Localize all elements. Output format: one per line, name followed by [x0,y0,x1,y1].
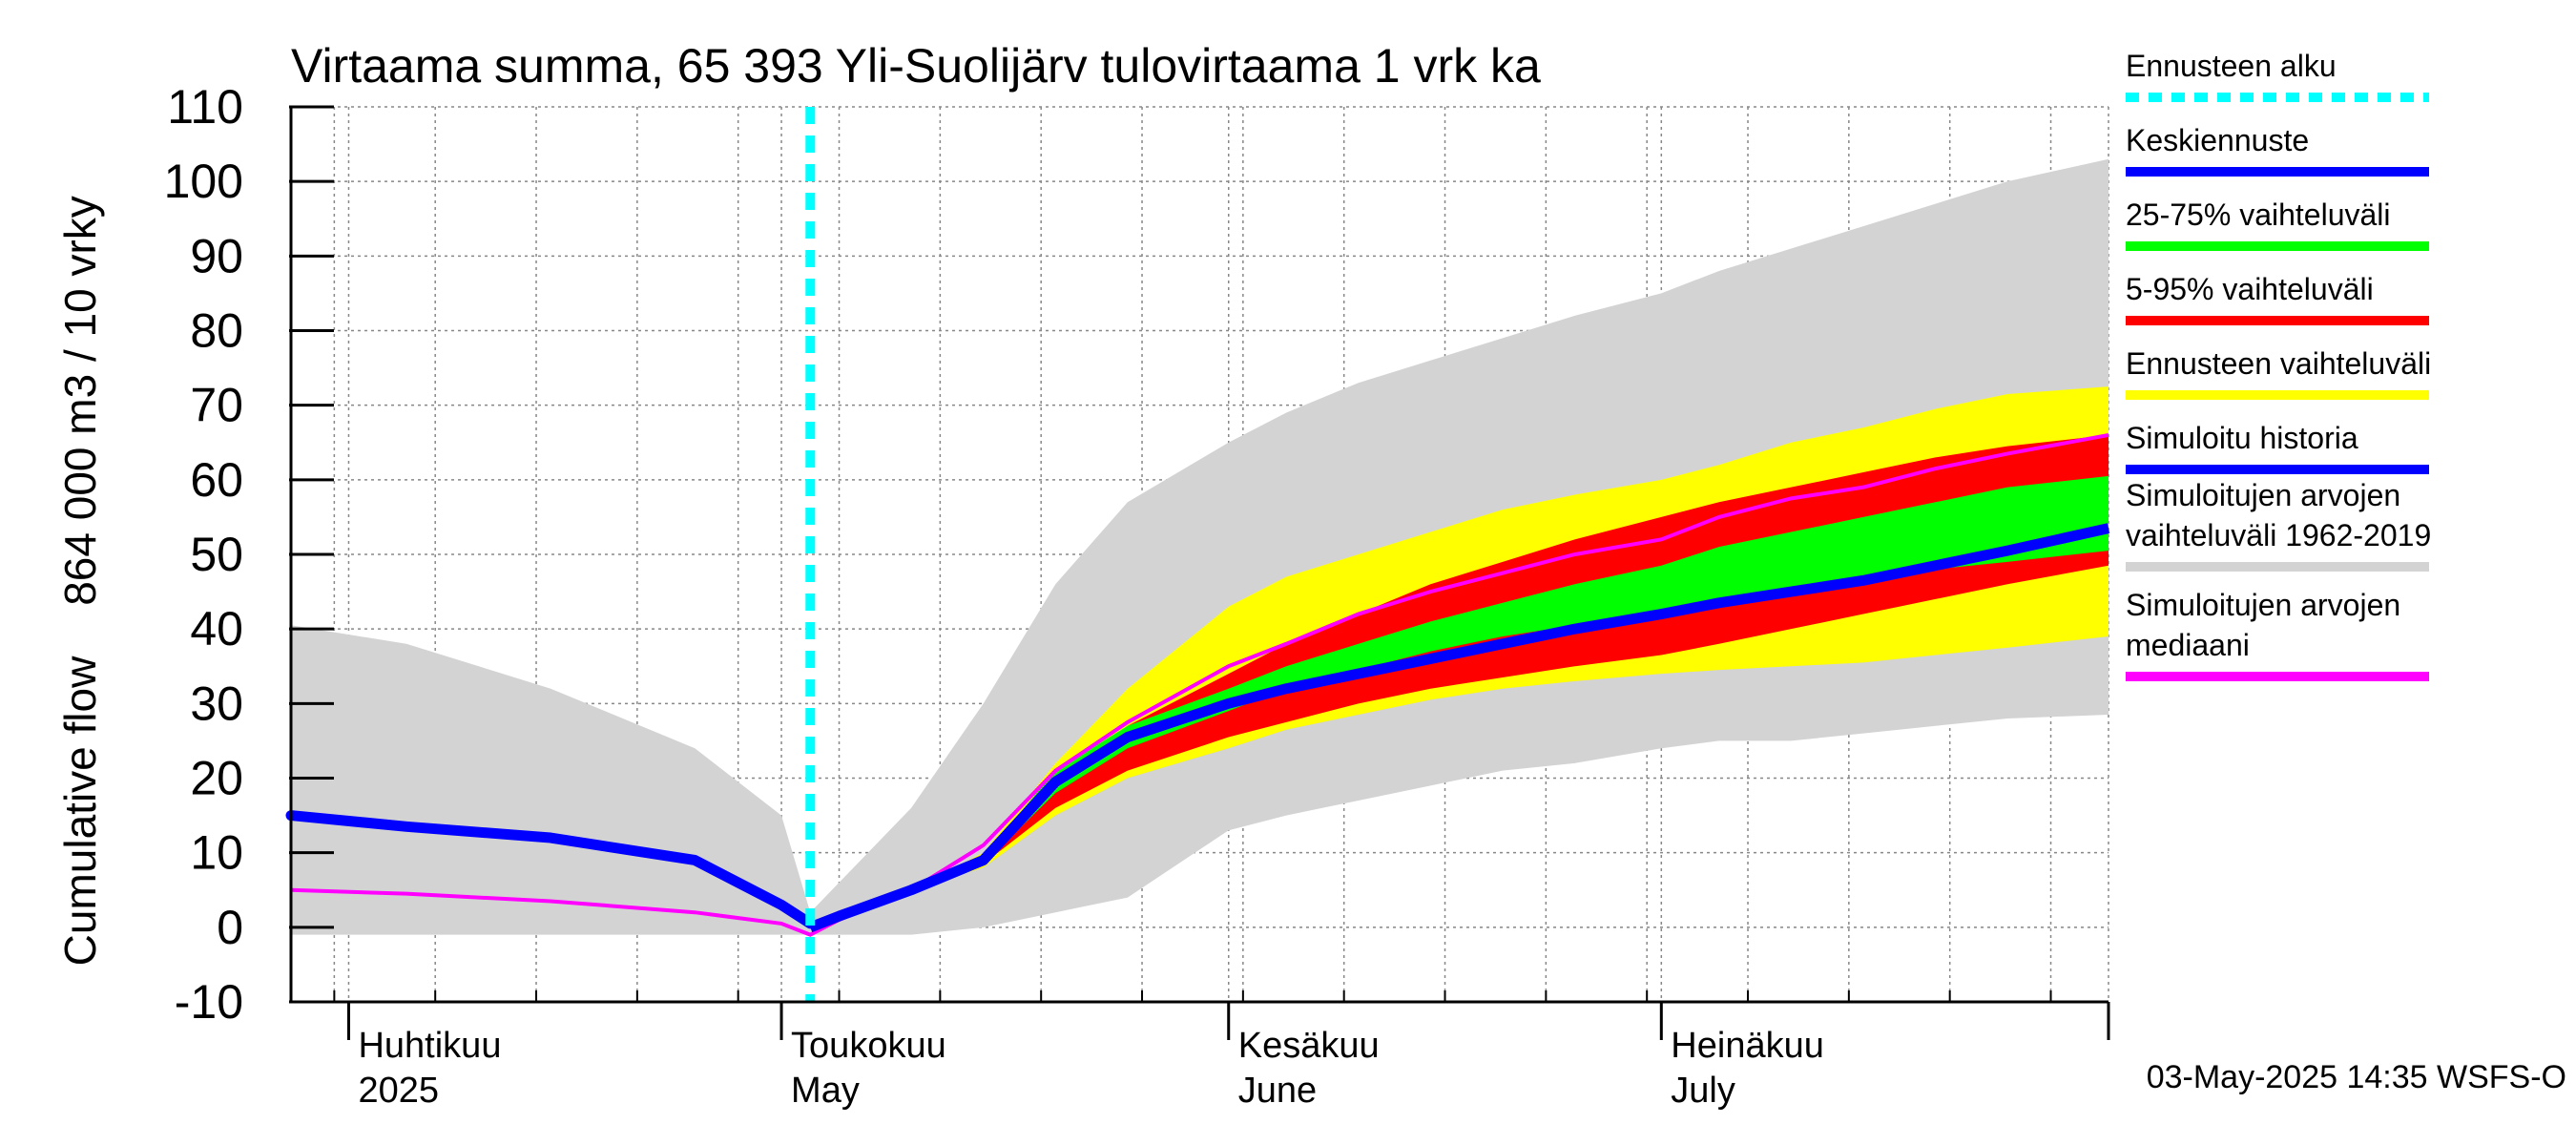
legend-label: 25-75% vaihteluväli [2126,198,2391,232]
month-label-fi: Heinäkuu [1671,1026,1824,1066]
y-tick-label: 0 [217,901,243,954]
month-label-en: June [1238,1071,1317,1111]
historical-range-band [291,158,2109,935]
y-tick-label: 90 [190,229,243,282]
y-tick-label: 60 [190,453,243,507]
y-tick-label: 80 [190,304,243,358]
legend-label: Keskiennuste [2126,123,2309,157]
y-axis-label-title: Cumulative flow [55,656,105,966]
mean-forecast-line [808,523,2110,932]
month-label-en: July [1671,1071,1735,1111]
month-label-fi: Huhtikuu [358,1026,501,1066]
month-label-en: May [791,1071,860,1111]
y-tick-label: 70 [190,379,243,432]
simulated-history-line [285,810,816,929]
y-tick-label: 10 [190,826,243,880]
legend: Ennusteen alku Keskiennuste 25-75% vaihtel… [2126,49,2431,681]
y-tick-label: 20 [190,752,243,805]
footer-timestamp: 03-May-2025 14:35 WSFS-O [2147,1059,2566,1095]
plot-area: -10 0 10 20 30 40 50 60 70 80 90 100 110 Huhtikuu 2025… [164,80,2110,1111]
y-tick-label: -10 [175,975,243,1029]
legend-label: Simuloitujen arvojen mediaani [2126,588,2400,662]
y-tick-label: 40 [190,602,243,656]
legend-label: Simuloitujen arvojen vaihteluväli 1962-20… [2126,478,2431,552]
y-tick-label: 110 [167,80,243,134]
y-tick-label: 100 [164,155,243,208]
month-label-fi: Toukokuu [791,1026,946,1066]
legend-label: Simuloitu historia [2126,421,2358,455]
chart-title: Virtaama summa, 65 393 Yli-Suolijärv tul… [291,39,1541,93]
legend-label: 5-95% vaihteluväli [2126,272,2374,306]
month-label-en: 2025 [358,1071,439,1111]
y-axis-label-units: 864 000 m3 / 10 vrky [55,196,105,606]
legend-label: Ennusteen alku [2126,49,2337,83]
y-tick-label: 50 [190,528,243,581]
month-label-fi: Kesäkuu [1238,1026,1380,1066]
y-tick-label: 30 [190,677,243,730]
legend-label: Ennusteen vaihteluväli [2126,346,2431,381]
median-line [290,432,2109,937]
